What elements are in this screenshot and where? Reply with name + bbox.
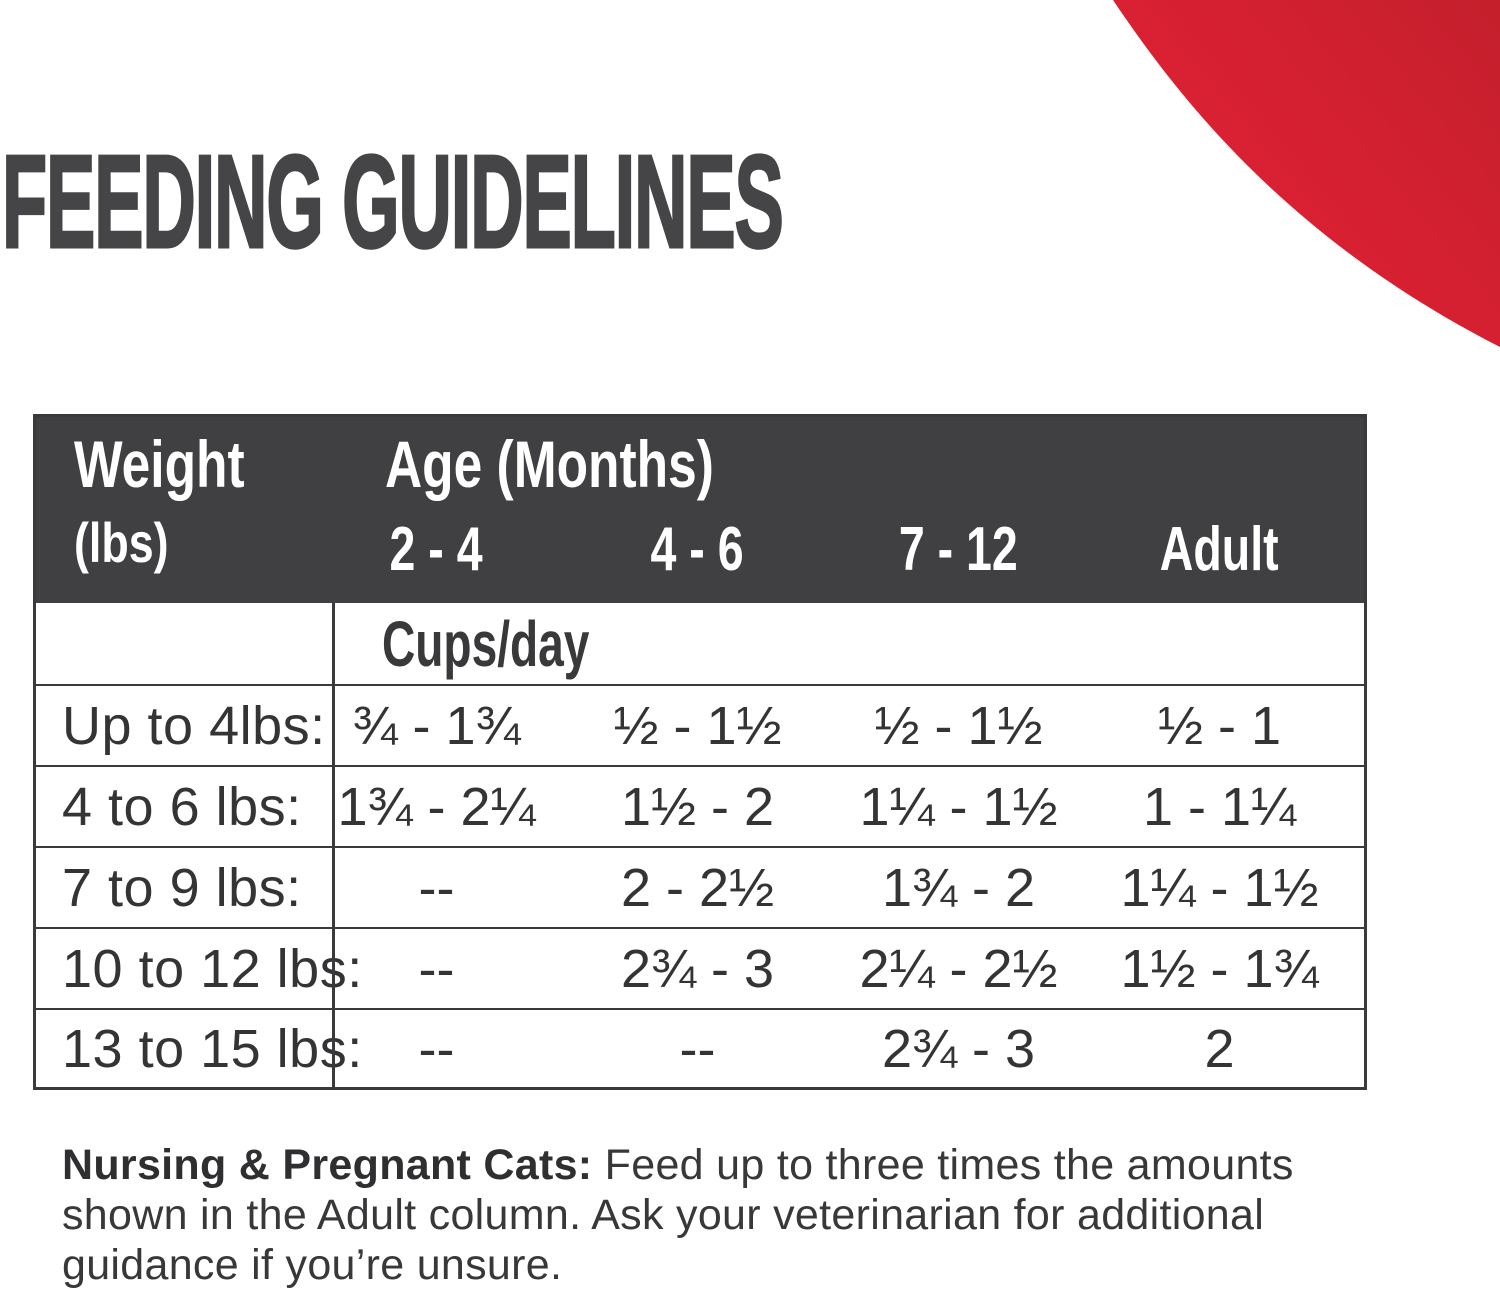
feeding-table: Weight (lbs) Age (Months) 2 - 4 4 - 6 7 … — [33, 414, 1367, 1090]
value-cell: ½ - 1½ — [613, 695, 782, 756]
value-cell: ½ - 1 — [1157, 695, 1282, 756]
age-column-header-7-12: 7 - 12 — [899, 515, 1018, 584]
age-column-headers: 2 - 4 4 - 6 7 - 12 Adult — [306, 519, 1350, 581]
weight-cell: 4 to 6 lbs: — [62, 776, 302, 837]
value-cell: 1¼ - 1½ — [859, 776, 1058, 837]
value-cell: 1½ - 2 — [620, 776, 775, 837]
value-cell: 2 - 2½ — [620, 857, 775, 918]
column-divider-line — [332, 603, 335, 1087]
page-title: FEEDING GUIDELINES — [1, 128, 785, 275]
value-cell: -- — [679, 1018, 716, 1079]
cups-per-day-label: Cups/day — [382, 607, 590, 680]
value-cell: ¾ - 1¾ — [352, 695, 521, 756]
footnote-line-1: Nursing & Pregnant Cats: Feed up to thre… — [62, 1141, 1294, 1189]
table-row-up-to-4lbs: Up to 4lbs: ¾ - 1¾ ½ - 1½ ½ - 1½ ½ - 1 — [36, 686, 1364, 767]
footnote-line-3: guidance if you’re unsure. — [62, 1241, 563, 1289]
value-cell: -- — [418, 938, 455, 999]
age-months-header: Age (Months) — [385, 427, 714, 501]
value-cell: 2¾ - 3 — [620, 938, 775, 999]
age-column-header-4-6: 4 - 6 — [650, 515, 745, 584]
value-cell: 1¼ - 1½ — [1120, 857, 1319, 918]
red-swoosh-graphic — [1113, 0, 1500, 347]
weight-cell: 10 to 12 lbs: — [62, 938, 363, 999]
units-row: Cups/day — [36, 603, 1364, 686]
weight-column-header: Weight — [74, 427, 245, 501]
table-row-13-to-15-lbs: 13 to 15 lbs: -- -- 2¾ - 3 2 — [36, 1010, 1364, 1087]
age-column-header-2-4: 2 - 4 — [389, 515, 484, 584]
age-column-header-adult: Adult — [1160, 515, 1279, 584]
footnote-bold-label: Nursing & Pregnant Cats: — [62, 1141, 593, 1189]
value-cell: 2¾ - 3 — [881, 1018, 1036, 1079]
value-cell: 1¾ - 2 — [881, 857, 1036, 918]
value-cell: 1¾ - 2¼ — [337, 776, 536, 837]
table-row-7-to-9-lbs: 7 to 9 lbs: -- 2 - 2½ 1¾ - 2 1¼ - 1½ — [36, 848, 1364, 929]
weight-cell: Up to 4lbs: — [62, 695, 326, 756]
value-cell: 2¼ - 2½ — [859, 938, 1058, 999]
weight-cell: 13 to 15 lbs: — [62, 1018, 363, 1079]
value-cell: ½ - 1½ — [874, 695, 1043, 756]
table-row-10-to-12-lbs: 10 to 12 lbs: -- 2¾ - 3 2¼ - 2½ 1½ - 1¾ — [36, 929, 1364, 1010]
value-cell: 2 — [1204, 1018, 1235, 1079]
value-cell: 1½ - 1¾ — [1120, 938, 1319, 999]
value-cell: -- — [418, 857, 455, 918]
weight-cell: 7 to 9 lbs: — [62, 857, 302, 918]
weight-unit-header: (lbs) — [74, 511, 169, 574]
table-row-4-to-6-lbs: 4 to 6 lbs: 1¾ - 2¼ 1½ - 2 1¼ - 1½ 1 - 1… — [36, 767, 1364, 848]
value-cell: -- — [418, 1018, 455, 1079]
footnote: Nursing & Pregnant Cats: Feed up to thre… — [62, 1140, 1442, 1290]
table-header: Weight (lbs) Age (Months) 2 - 4 4 - 6 7 … — [36, 417, 1364, 603]
value-cell: 1 - 1¼ — [1142, 776, 1297, 837]
footnote-line-2: shown in the Adult column. Ask your vete… — [62, 1191, 1265, 1239]
